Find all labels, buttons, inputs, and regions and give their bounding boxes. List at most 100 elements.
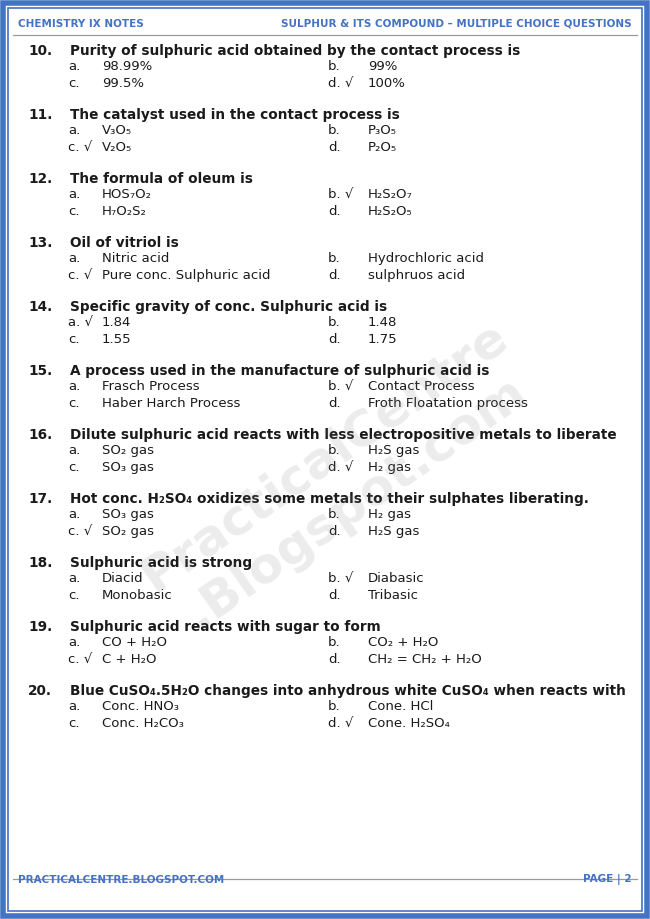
Text: 17.: 17. [28, 492, 52, 506]
Text: V₂O₅: V₂O₅ [102, 141, 132, 154]
Text: HOS₇O₂: HOS₇O₂ [102, 188, 152, 201]
Text: P₂O₅: P₂O₅ [368, 141, 397, 154]
Text: c.: c. [68, 589, 79, 602]
Text: CHEMISTRY IX NOTES: CHEMISTRY IX NOTES [18, 19, 144, 29]
Text: sulphruos acid: sulphruos acid [368, 269, 465, 282]
Text: d.: d. [328, 525, 341, 538]
Text: b. √: b. √ [328, 572, 354, 585]
Text: PAGE | 2: PAGE | 2 [584, 874, 632, 885]
Text: a.: a. [68, 572, 80, 585]
Text: 1.75: 1.75 [368, 333, 398, 346]
Text: P₃O₅: P₃O₅ [368, 124, 397, 137]
Text: H₂ gas: H₂ gas [368, 461, 411, 474]
Text: H₂S₂O₅: H₂S₂O₅ [368, 205, 413, 218]
Text: c.: c. [68, 205, 79, 218]
Text: 11.: 11. [28, 108, 53, 122]
Text: a.: a. [68, 700, 80, 713]
Text: The formula of oleum is: The formula of oleum is [70, 172, 253, 186]
Text: a.: a. [68, 380, 80, 393]
Text: d.: d. [328, 589, 341, 602]
Text: Nitric acid: Nitric acid [102, 252, 170, 265]
Text: d. √: d. √ [328, 77, 354, 90]
Text: Sulphuric acid is strong: Sulphuric acid is strong [70, 556, 252, 570]
Text: Diabasic: Diabasic [368, 572, 424, 585]
Text: c.: c. [68, 717, 79, 730]
Text: CO₂ + H₂O: CO₂ + H₂O [368, 636, 438, 649]
Text: c.: c. [68, 397, 79, 410]
Text: C + H₂O: C + H₂O [102, 653, 157, 666]
Text: H₂S₂O₇: H₂S₂O₇ [368, 188, 413, 201]
Text: H₂ gas: H₂ gas [368, 508, 411, 521]
Text: Dilute sulphuric acid reacts with less electropositive metals to liberate: Dilute sulphuric acid reacts with less e… [70, 428, 617, 442]
Text: V₃O₅: V₃O₅ [102, 124, 132, 137]
Text: Hot conc. H₂SO₄ oxidizes some metals to their sulphates liberating.: Hot conc. H₂SO₄ oxidizes some metals to … [70, 492, 589, 506]
Text: d.: d. [328, 269, 341, 282]
Text: Hydrochloric acid: Hydrochloric acid [368, 252, 484, 265]
FancyBboxPatch shape [8, 8, 642, 911]
Text: SO₂ gas: SO₂ gas [102, 444, 154, 457]
Text: d.: d. [328, 397, 341, 410]
Text: 100%: 100% [368, 77, 406, 90]
Text: Specific gravity of conc. Sulphuric acid is: Specific gravity of conc. Sulphuric acid… [70, 300, 387, 314]
Text: SO₃ gas: SO₃ gas [102, 508, 154, 521]
Text: a.: a. [68, 188, 80, 201]
Text: 12.: 12. [28, 172, 52, 186]
Text: Monobasic: Monobasic [102, 589, 173, 602]
Text: 1.84: 1.84 [102, 316, 131, 329]
Text: a.: a. [68, 636, 80, 649]
Text: 18.: 18. [28, 556, 53, 570]
Text: H₇O₂S₂: H₇O₂S₂ [102, 205, 147, 218]
Text: b.: b. [328, 636, 341, 649]
Text: PRACTICALCENTRE.BLOGSPOT.COM: PRACTICALCENTRE.BLOGSPOT.COM [18, 875, 224, 885]
Text: b.: b. [328, 124, 341, 137]
Text: The catalyst used in the contact process is: The catalyst used in the contact process… [70, 108, 400, 122]
Text: d.: d. [328, 141, 341, 154]
Text: 20.: 20. [28, 684, 52, 698]
Text: c.: c. [68, 461, 79, 474]
Text: b.: b. [328, 444, 341, 457]
Text: Cone. H₂SO₄: Cone. H₂SO₄ [368, 717, 450, 730]
Text: Pure conc. Sulphuric acid: Pure conc. Sulphuric acid [102, 269, 270, 282]
Text: b. √: b. √ [328, 188, 354, 201]
Text: Haber Harch Process: Haber Harch Process [102, 397, 240, 410]
Text: CO + H₂O: CO + H₂O [102, 636, 167, 649]
Text: b. √: b. √ [328, 380, 354, 393]
Text: Frasch Process: Frasch Process [102, 380, 200, 393]
Text: SO₂ gas: SO₂ gas [102, 525, 154, 538]
Text: d. √: d. √ [328, 717, 354, 730]
Text: 99%: 99% [368, 60, 397, 73]
Text: Oil of vitriol is: Oil of vitriol is [70, 236, 179, 250]
Text: H₂S gas: H₂S gas [368, 525, 419, 538]
Text: d.: d. [328, 205, 341, 218]
Text: 13.: 13. [28, 236, 53, 250]
Text: b.: b. [328, 60, 341, 73]
Text: 1.55: 1.55 [102, 333, 131, 346]
Text: c. √: c. √ [68, 269, 92, 282]
Text: A process used in the manufacture of sulphuric acid is: A process used in the manufacture of sul… [70, 364, 489, 378]
Text: Conc. H₂CO₃: Conc. H₂CO₃ [102, 717, 184, 730]
FancyBboxPatch shape [3, 3, 647, 916]
Text: c. √: c. √ [68, 525, 92, 538]
Text: 98.99%: 98.99% [102, 60, 152, 73]
Text: b.: b. [328, 508, 341, 521]
Text: Conc. HNO₃: Conc. HNO₃ [102, 700, 179, 713]
Text: 10.: 10. [28, 44, 52, 58]
Text: d.: d. [328, 653, 341, 666]
Text: c. √: c. √ [68, 141, 92, 154]
Text: PracticalCentre
.Blogspot.com: PracticalCentre .Blogspot.com [132, 312, 548, 646]
Text: Sulphuric acid reacts with sugar to form: Sulphuric acid reacts with sugar to form [70, 620, 381, 634]
Text: 1.48: 1.48 [368, 316, 397, 329]
Text: 14.: 14. [28, 300, 52, 314]
Text: b.: b. [328, 700, 341, 713]
Text: a.: a. [68, 60, 80, 73]
Text: c.: c. [68, 77, 79, 90]
Text: Blue CuSO₄.5H₂O changes into anhydrous white CuSO₄ when reacts with: Blue CuSO₄.5H₂O changes into anhydrous w… [70, 684, 626, 698]
Text: a.: a. [68, 508, 80, 521]
Text: Purity of sulphuric acid obtained by the contact process is: Purity of sulphuric acid obtained by the… [70, 44, 520, 58]
Text: d. √: d. √ [328, 461, 354, 474]
Text: 16.: 16. [28, 428, 52, 442]
Text: Froth Floatation process: Froth Floatation process [368, 397, 528, 410]
Text: 15.: 15. [28, 364, 52, 378]
Text: c. √: c. √ [68, 653, 92, 666]
Text: Contact Process: Contact Process [368, 380, 474, 393]
